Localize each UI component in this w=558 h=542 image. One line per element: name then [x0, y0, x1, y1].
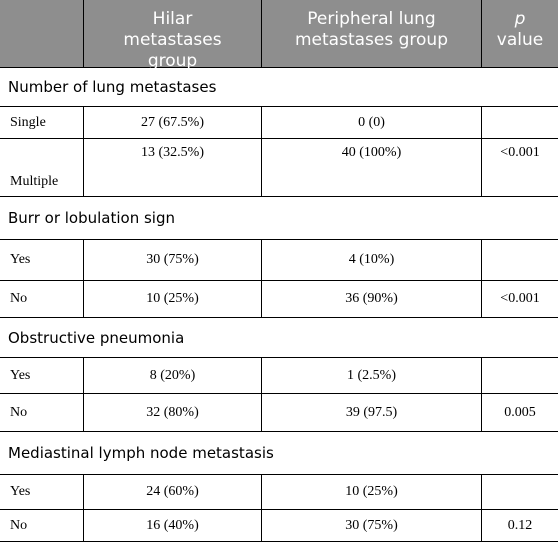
peripheral-value: 1 (2.5%) [262, 358, 482, 394]
p-value [482, 475, 558, 510]
p-value: 0.005 [482, 394, 558, 432]
peripheral-value: 0 (0) [262, 107, 482, 139]
p-text: value [496, 30, 544, 50]
row-label: Yes [0, 358, 84, 394]
header-cell: p value [482, 0, 558, 68]
row-label: Yes [0, 475, 84, 510]
header-blank [0, 0, 84, 68]
row-label: Multiple [0, 139, 84, 197]
hilar-value: 27 (67.5%) [84, 107, 262, 139]
row-label: No [0, 281, 84, 318]
row-label: No [0, 510, 84, 542]
p-value: 0.12 [482, 510, 558, 542]
hilar-value: 10 (25%) [84, 281, 262, 318]
p-value [482, 107, 558, 139]
row-label: Yes [0, 240, 84, 281]
section-title: Burr or lobulation sign [0, 197, 558, 240]
peripheral-value: 36 (90%) [262, 281, 482, 318]
p-value [482, 240, 558, 281]
peripheral-value: 30 (75%) [262, 510, 482, 542]
header-cell: Hilar metastases group [84, 0, 262, 71]
row-label: No [0, 394, 84, 432]
header-cell: Peripheral lung metastases group [262, 0, 482, 68]
section-title: Number of lung metastases [0, 68, 558, 107]
peripheral-value: 39 (97.5) [262, 394, 482, 432]
p-value: <0.001 [482, 281, 558, 318]
hilar-value: 32 (80%) [84, 394, 262, 432]
peripheral-value: 10 (25%) [262, 475, 482, 510]
hilar-value: 8 (20%) [84, 358, 262, 394]
section-title: Mediastinal lymph node metastasis [0, 432, 558, 475]
hilar-value: 13 (32.5%) [84, 139, 262, 197]
row-label: Single [0, 107, 84, 139]
p-symbol: p [514, 9, 526, 29]
hilar-value: 30 (75%) [84, 240, 262, 281]
hilar-value: 24 (60%) [84, 475, 262, 510]
peripheral-value: 40 (100%) [262, 139, 482, 197]
p-value: <0.001 [482, 139, 558, 197]
peripheral-value: 4 (10%) [262, 240, 482, 281]
section-title: Obstructive pneumonia [0, 318, 558, 358]
hilar-value: 16 (40%) [84, 510, 262, 542]
p-value [482, 358, 558, 394]
